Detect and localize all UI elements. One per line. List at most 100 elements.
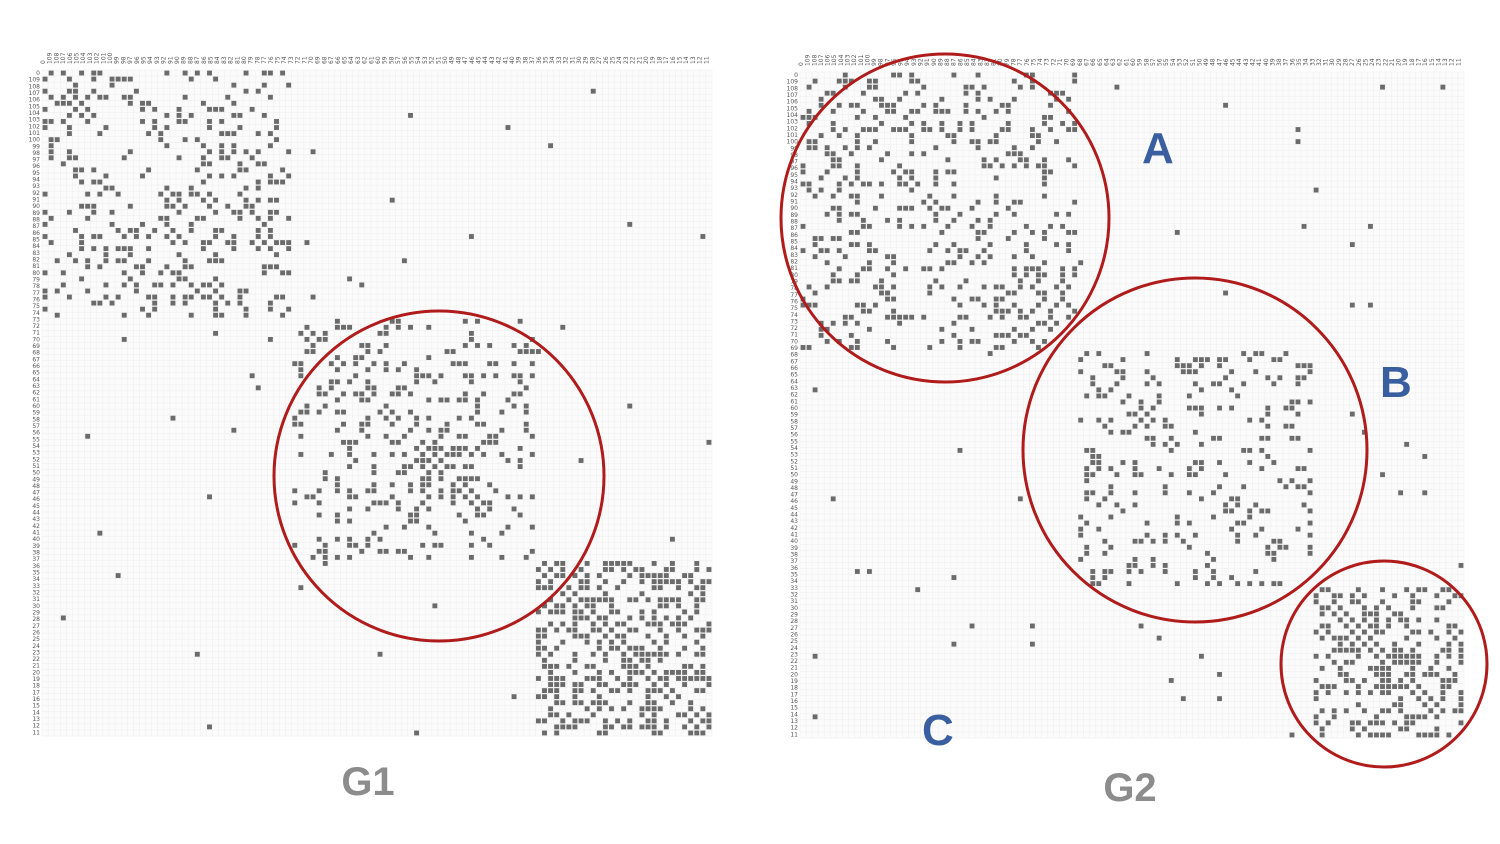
heatmap-cell bbox=[645, 688, 651, 694]
heatmap-cell bbox=[249, 373, 255, 379]
heatmap-cell bbox=[1319, 635, 1325, 641]
x-tick-label: 51 bbox=[1190, 58, 1197, 66]
heatmap-cell bbox=[310, 294, 316, 300]
heatmap-cell bbox=[602, 651, 608, 657]
heatmap-cell bbox=[91, 167, 97, 173]
heatmap-cell bbox=[420, 482, 426, 488]
heatmap-cell bbox=[818, 332, 824, 338]
y-tick-label: 73 bbox=[32, 316, 40, 323]
x-tick-label: 56 bbox=[1157, 58, 1164, 66]
heatmap-cell bbox=[939, 326, 945, 332]
heatmap-cell bbox=[848, 211, 854, 217]
heatmap-cell bbox=[885, 217, 890, 223]
heatmap-cell bbox=[1271, 357, 1277, 363]
heatmap-cell bbox=[523, 409, 529, 415]
heatmap-cell bbox=[909, 205, 915, 211]
y-tick-label: 71 bbox=[790, 332, 798, 339]
y-tick-label: 0 bbox=[794, 72, 798, 79]
heatmap-cell bbox=[347, 542, 353, 548]
heatmap-cell bbox=[1458, 708, 1464, 714]
y-tick-label: 37 bbox=[32, 556, 40, 563]
heatmap-cell bbox=[365, 542, 371, 548]
heatmap-cell bbox=[1005, 332, 1011, 338]
x-tick-label: 34 bbox=[549, 56, 556, 64]
heatmap-cell bbox=[225, 131, 231, 136]
heatmap-cell bbox=[468, 330, 474, 336]
heatmap-cell bbox=[401, 452, 407, 457]
heatmap-cell bbox=[1132, 466, 1138, 471]
heatmap-cell bbox=[548, 579, 554, 585]
heatmap-cell bbox=[824, 211, 830, 217]
heatmap-cell bbox=[1434, 714, 1440, 720]
x-tick-label: 0 bbox=[798, 62, 805, 66]
heatmap-cell bbox=[909, 133, 915, 138]
heatmap-cell bbox=[66, 294, 72, 300]
x-tick-label: 101 bbox=[858, 54, 865, 66]
heatmap-cell bbox=[115, 76, 121, 82]
heatmap-cell bbox=[261, 70, 267, 76]
x-tick-label: 88 bbox=[944, 58, 951, 66]
heatmap-cell bbox=[694, 676, 700, 681]
x-tick-label: 103 bbox=[844, 54, 851, 66]
heatmap-cell bbox=[963, 90, 969, 96]
heatmap-cell bbox=[1011, 96, 1017, 102]
heatmap-cell bbox=[806, 302, 812, 308]
heatmap-cell bbox=[933, 145, 939, 151]
heatmap-cell bbox=[854, 302, 860, 308]
heatmap-cell bbox=[1192, 569, 1198, 574]
y-tick-label: 105 bbox=[29, 103, 41, 110]
heatmap-cell bbox=[304, 337, 310, 342]
heatmap-cell bbox=[682, 682, 688, 687]
y-tick-label: 36 bbox=[32, 563, 40, 570]
y-tick-label: 100 bbox=[787, 139, 799, 146]
x-tick-label: 56 bbox=[402, 56, 409, 64]
heatmap-cell bbox=[1205, 563, 1210, 568]
heatmap-cell bbox=[408, 554, 413, 560]
heatmap-cell bbox=[1295, 381, 1301, 387]
heatmap-cell bbox=[669, 536, 675, 542]
heatmap-cell bbox=[836, 217, 842, 223]
x-tick-label: 94 bbox=[904, 58, 911, 66]
heatmap-cell bbox=[975, 236, 981, 241]
heatmap-cell bbox=[1192, 429, 1198, 435]
x-tick-label: 20 bbox=[643, 56, 650, 64]
heatmap-cell bbox=[1156, 635, 1162, 641]
y-tick-label: 23 bbox=[790, 651, 798, 658]
heatmap-cell bbox=[438, 470, 444, 476]
heatmap-cell bbox=[152, 106, 158, 112]
y-tick-label: 105 bbox=[787, 105, 799, 112]
heatmap-cell bbox=[432, 445, 438, 451]
cluster-label-a: A bbox=[1142, 124, 1174, 173]
heatmap-cell bbox=[1259, 466, 1265, 471]
heatmap-cell bbox=[182, 119, 188, 124]
heatmap-cell bbox=[365, 415, 371, 421]
heatmap-cell bbox=[213, 312, 219, 318]
heatmap-cell bbox=[267, 215, 273, 221]
heatmap-cell bbox=[1217, 484, 1222, 490]
heatmap-cell bbox=[97, 530, 103, 536]
heatmap-cell bbox=[1319, 605, 1325, 611]
heatmap-cell bbox=[322, 391, 328, 397]
heatmap-cell bbox=[1023, 223, 1029, 229]
heatmap-cell bbox=[1452, 672, 1458, 677]
heatmap-cell bbox=[347, 439, 353, 445]
heatmap-cell bbox=[292, 421, 298, 427]
heatmap-cell bbox=[60, 119, 66, 124]
heatmap-cell bbox=[1458, 720, 1464, 726]
x-tick-label: 24 bbox=[1369, 58, 1376, 66]
heatmap-cell bbox=[903, 90, 909, 96]
heatmap-cell bbox=[897, 181, 903, 187]
heatmap-cell bbox=[1011, 266, 1017, 272]
heatmap-cell bbox=[1066, 302, 1072, 308]
heatmap-cell bbox=[879, 284, 884, 290]
heatmap-cell bbox=[462, 391, 468, 397]
heatmap-cell bbox=[1446, 641, 1452, 647]
heatmap-cell bbox=[395, 367, 401, 373]
heatmap-cell bbox=[873, 96, 878, 102]
heatmap-cell bbox=[426, 494, 432, 500]
heatmap-cell bbox=[694, 567, 700, 572]
heatmap-cell bbox=[1096, 417, 1102, 423]
heatmap-cell bbox=[663, 670, 669, 675]
heatmap-cell bbox=[1162, 423, 1168, 429]
heatmap-cell bbox=[371, 482, 377, 488]
